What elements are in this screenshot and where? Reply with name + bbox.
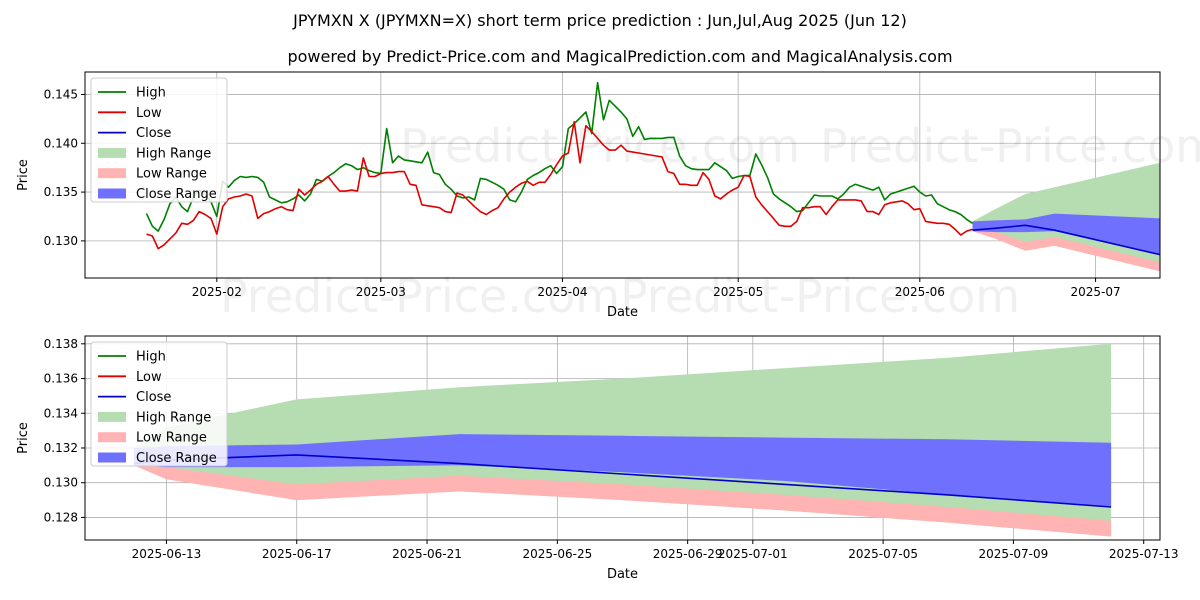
- y-tick-label: 0.138: [44, 337, 78, 351]
- legend-patch-swatch: [98, 188, 126, 199]
- x-tick-label: 2025-07-09: [979, 547, 1049, 561]
- y-tick-label: 0.128: [44, 510, 78, 524]
- full-history-panel: Predict-Price.com Predict-Price.com Pred…: [16, 71, 1200, 323]
- chart-title: JPYMXN X (JPYMXN=X) short term price pre…: [292, 11, 907, 30]
- x-tick-label: 2025-06-13: [132, 547, 202, 561]
- low-series-line: [146, 121, 973, 250]
- x-tick-label: 2025-07-05: [848, 547, 918, 561]
- legend-label: Low: [136, 106, 162, 121]
- y-tick-label: 0.145: [44, 87, 78, 101]
- y-tick-label: 0.132: [44, 441, 78, 455]
- legend-label: Low: [136, 370, 162, 385]
- x-tick-label: 2025-07-13: [1109, 547, 1179, 561]
- x-tick-label: 2025-06-25: [522, 547, 592, 561]
- close-range-band: [133, 434, 1112, 507]
- x-axis-label: Date: [607, 567, 638, 582]
- x-tick-label: 2025-06-21: [392, 547, 462, 561]
- x-tick-label: 2025-06: [895, 285, 945, 299]
- legend-patch-swatch: [98, 452, 126, 463]
- x-tick-label: 2025-07-01: [718, 547, 788, 561]
- y-tick-label: 0.136: [44, 372, 78, 386]
- close-forecast-line: [972, 224, 1161, 256]
- legend-label: Close Range: [136, 451, 217, 466]
- legend-patch-swatch: [98, 168, 126, 179]
- legend-label: High Range: [136, 146, 211, 161]
- y-axis-label: Price: [16, 159, 31, 191]
- legend-label: High: [136, 350, 166, 365]
- watermark-text: Predict-Price.com: [620, 269, 1020, 323]
- y-tick-label: 0.130: [44, 234, 78, 248]
- forecast-zoom-panel: Predict-Price.com Predict-Price.com 2025…: [16, 335, 1179, 582]
- watermark-group: Predict-Price.com Predict-Price.com Pred…: [220, 119, 1200, 323]
- x-tick-label: 2025-04: [537, 285, 587, 299]
- legend-patch-swatch: [98, 147, 126, 158]
- watermark-text: Predict-Price.com: [820, 119, 1200, 173]
- legend-label: Close Range: [136, 187, 217, 202]
- y-tick-label: 0.134: [44, 406, 78, 420]
- grid: [85, 72, 1160, 278]
- x-tick-label: 2025-07: [1070, 285, 1120, 299]
- x-tick-label: 2025-06-17: [262, 547, 332, 561]
- legend: High Low Close High Range Low Range Close Ran…: [90, 341, 228, 467]
- y-axis-label: Price: [16, 422, 31, 454]
- x-tick-label: 2025-05: [713, 285, 763, 299]
- y-tick-label: 0.135: [44, 185, 78, 199]
- x-tick-label: 2025-03: [356, 285, 406, 299]
- legend-label: High Range: [136, 410, 211, 425]
- legend-label: Low Range: [136, 431, 207, 446]
- x-tick-label: 2025-06-29: [653, 547, 723, 561]
- low-range-band: [133, 465, 1112, 537]
- plot-frame: [84, 71, 1161, 279]
- legend-label: Close: [136, 390, 171, 405]
- legend: High Low Close High Range Low Range Close Ran…: [90, 77, 228, 203]
- chart-subtitle: powered by Predict-Price.com and Magical…: [287, 47, 952, 66]
- low-range-band: [972, 231, 1160, 272]
- plot-frame: [84, 335, 1161, 541]
- x-axis-label: Date: [607, 305, 638, 320]
- legend-label: Low Range: [136, 167, 207, 182]
- watermark-text: Predict-Price.com: [400, 119, 800, 173]
- legend-patch-swatch: [98, 411, 126, 422]
- legend-patch-swatch: [98, 432, 126, 443]
- legend-label: Close: [136, 126, 171, 141]
- x-tick-label: 2025-02: [192, 285, 242, 299]
- close-range-band: [972, 213, 1160, 255]
- legend-label: High: [136, 86, 166, 101]
- high-series-line: [145, 81, 973, 232]
- y-tick-label: 0.140: [44, 136, 78, 150]
- y-tick-label: 0.130: [44, 476, 78, 490]
